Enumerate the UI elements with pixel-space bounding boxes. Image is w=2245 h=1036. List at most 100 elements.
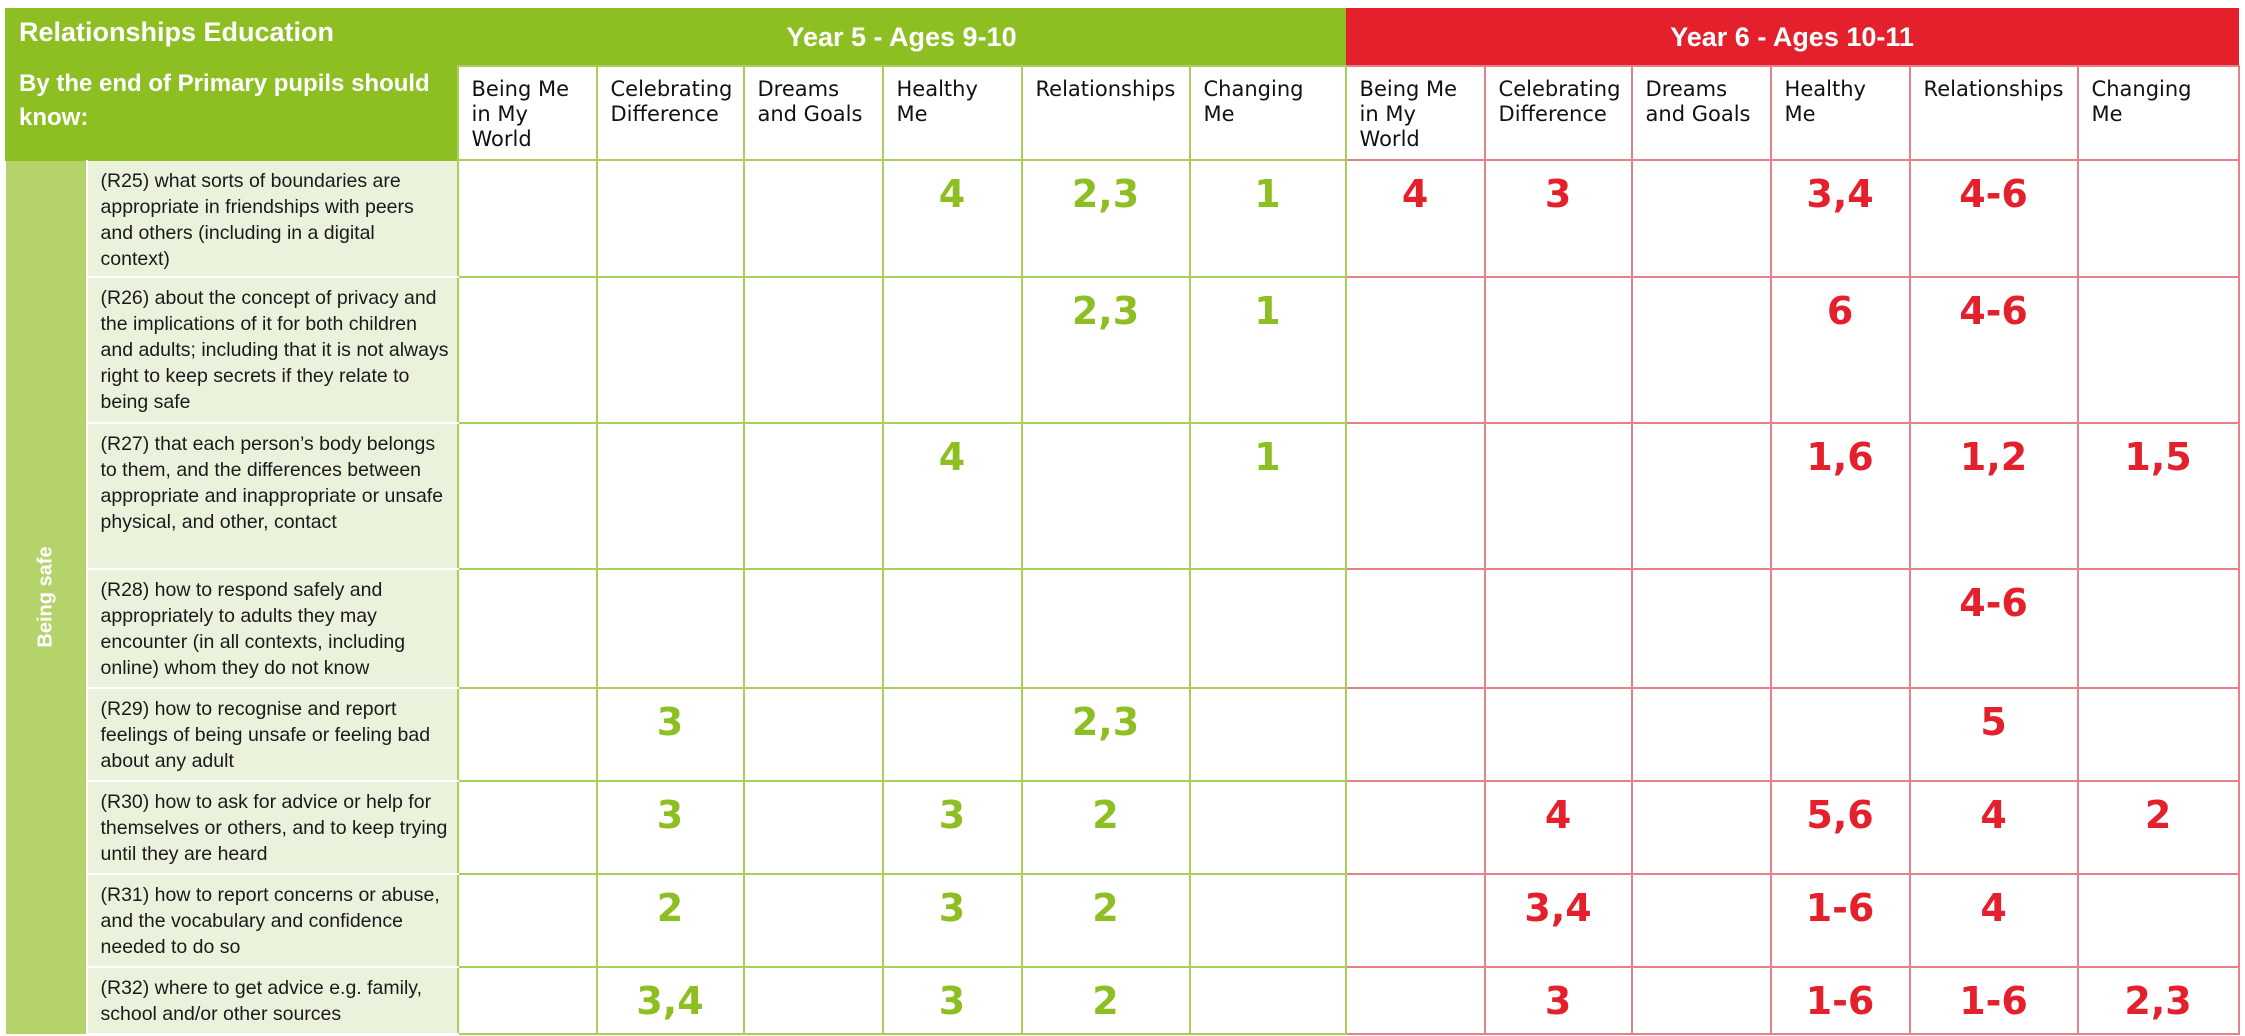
y5-value-cell <box>456 687 598 782</box>
y5-value-cell: 3 <box>881 873 1023 968</box>
y5-col-relationships: Relationships <box>1020 65 1191 161</box>
y6-value-cell: 4-6 <box>1908 276 2079 424</box>
y5-value-cell <box>1188 568 1347 689</box>
y5-value-cell <box>742 780 884 875</box>
year5-header: Year 5 - Ages 9-10 <box>456 8 1347 67</box>
table-row: (R26) about the concept of privacy and t… <box>6 276 2240 424</box>
statement-cell: (R28) how to respond safely and appropri… <box>86 569 458 689</box>
y5-value-cell <box>881 687 1023 782</box>
y6-value-cell: 2,3 <box>2076 966 2240 1035</box>
y5-value-cell <box>595 159 745 278</box>
y5-value-cell <box>742 276 884 424</box>
table-row: (R30) how to ask for advice or help for … <box>6 780 2240 875</box>
y5-value-cell <box>456 422 598 570</box>
y6-col-healthy-me: Healthy Me <box>1769 65 1911 161</box>
y6-value-cell <box>1344 966 1486 1035</box>
y6-value-cell: 1,2 <box>1908 422 2079 570</box>
y6-value-cell <box>2076 276 2240 424</box>
statement-cell: (R29) how to recognise and report feelin… <box>86 688 458 782</box>
y6-value-cell: 1,5 <box>2076 422 2240 570</box>
y6-value-cell: 6 <box>1769 276 1911 424</box>
year-header-row: Relationships Education By the end of Pr… <box>5 8 2240 161</box>
y5-value-cell <box>456 966 598 1035</box>
y5-col-celebrating-difference: Celebrating Difference <box>595 65 745 161</box>
y5-value-cell <box>456 780 598 875</box>
y6-value-cell <box>2076 687 2240 782</box>
side-category-band: Being safe <box>5 160 88 1034</box>
y6-value-cell: 4-6 <box>1908 568 2079 689</box>
y5-value-cell: 3 <box>881 966 1023 1035</box>
y6-col-dreams-goals: Dreams and Goals <box>1630 65 1772 161</box>
y5-value-cell <box>742 159 884 278</box>
y6-value-cell: 3,4 <box>1483 873 1633 968</box>
y6-value-cell <box>1630 159 1772 278</box>
y5-value-cell: 3 <box>881 780 1023 875</box>
y6-value-cell: 1,6 <box>1769 422 1911 570</box>
y6-value-cell <box>1344 687 1486 782</box>
y6-value-cell: 3 <box>1483 966 1633 1035</box>
table-row: Being safe (R25) what sorts of boundarie… <box>5 159 2240 1034</box>
statement-cell: (R25) what sorts of boundaries are appro… <box>86 160 458 278</box>
y6-value-cell <box>1630 873 1772 968</box>
y5-value-cell: 2 <box>1020 780 1191 875</box>
y6-value-cell: 1-6 <box>1769 966 1911 1035</box>
y5-col-changing-me: Changing Me <box>1188 65 1347 161</box>
y6-value-cell <box>1630 966 1772 1035</box>
y6-col-being-me: Being Me in My World <box>1344 65 1486 161</box>
y6-value-cell: 5,6 <box>1769 780 1911 875</box>
y6-value-cell <box>1630 422 1772 570</box>
y6-value-cell <box>1344 422 1486 570</box>
y5-value-cell <box>1188 780 1347 875</box>
y5-value-cell <box>1020 422 1191 570</box>
y6-value-cell <box>1630 687 1772 782</box>
table-row: (R27) that each person’s body belongs to… <box>6 422 2240 570</box>
y5-value-cell <box>742 966 884 1035</box>
side-category-label: Being safe <box>34 546 56 648</box>
table-row: (R32) where to get advice e.g. family, s… <box>6 966 2240 1035</box>
y5-value-cell <box>742 422 884 570</box>
y6-value-cell <box>1344 780 1486 875</box>
table-title: Relationships Education <box>19 17 335 47</box>
table-row: (R28) how to respond safely and appropri… <box>6 568 2240 689</box>
y6-col-relationships: Relationships <box>1908 65 2079 161</box>
y5-value-cell: 2,3 <box>1020 687 1191 782</box>
y5-value-cell: 3,4 <box>595 966 745 1035</box>
y5-value-cell <box>595 568 745 689</box>
y6-value-cell: 4 <box>1483 780 1633 875</box>
y5-value-cell: 1 <box>1188 422 1347 570</box>
y5-value-cell: 1 <box>1188 276 1347 424</box>
statement-cell: (R32) where to get advice e.g. family, s… <box>86 967 458 1035</box>
y5-value-cell <box>1020 568 1191 689</box>
y6-value-cell: 4 <box>1908 780 2079 875</box>
y5-value-cell: 2 <box>595 873 745 968</box>
y6-value-cell: 3,4 <box>1769 159 1911 278</box>
y5-value-cell: 2,3 <box>1020 159 1191 278</box>
curriculum-table: Relationships Education By the end of Pr… <box>5 8 2240 1035</box>
y6-value-cell <box>1630 568 1772 689</box>
y5-col-healthy-me: Healthy Me <box>881 65 1023 161</box>
y5-value-cell <box>456 568 598 689</box>
column-header-row: Being Me in My World Celebrating Differe… <box>6 65 2240 161</box>
y6-value-cell: 1-6 <box>1769 873 1911 968</box>
y6-value-cell <box>1769 687 1911 782</box>
y6-value-cell <box>1483 687 1633 782</box>
y6-value-cell: 4 <box>1908 873 2079 968</box>
y5-value-cell <box>1188 687 1347 782</box>
y6-value-cell <box>1344 276 1486 424</box>
y5-value-cell: 3 <box>595 780 745 875</box>
y6-value-cell <box>1630 780 1772 875</box>
y5-value-cell <box>742 873 884 968</box>
y6-value-cell: 3 <box>1483 159 1633 278</box>
y5-col-being-me: Being Me in My World <box>456 65 598 161</box>
y6-value-cell <box>2076 159 2240 278</box>
y6-value-cell <box>1483 568 1633 689</box>
y6-value-cell <box>1483 422 1633 570</box>
y6-value-cell: 5 <box>1908 687 2079 782</box>
table-row: (R31) how to report concerns or abuse, a… <box>6 873 2240 968</box>
y5-value-cell: 3 <box>595 687 745 782</box>
statement-cell: (R30) how to ask for advice or help for … <box>86 781 458 875</box>
y5-value-cell: 4 <box>881 159 1023 278</box>
y6-value-cell <box>1483 276 1633 424</box>
table-title-cell: Relationships Education By the end of Pr… <box>5 8 458 161</box>
y5-value-cell <box>881 568 1023 689</box>
